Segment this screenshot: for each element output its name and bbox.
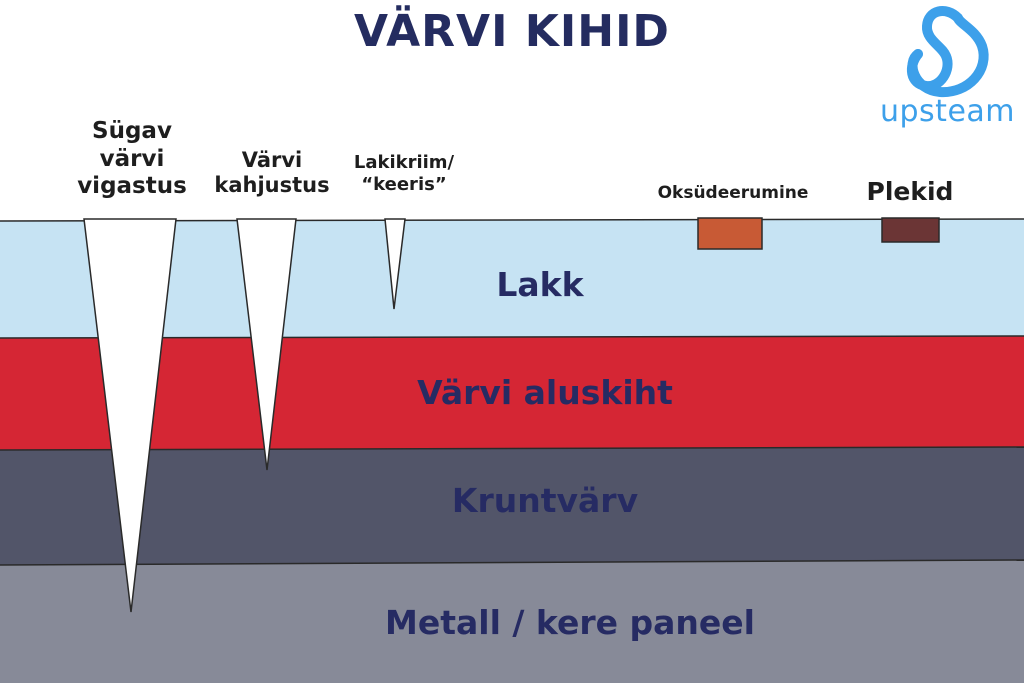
brand-name: upsteam	[880, 94, 1016, 129]
clearcoat-scratch-label: Lakikriim/“keeris”	[353, 152, 455, 195]
paint-damage-notch	[236, 218, 297, 471]
deep-defect-notch	[83, 218, 177, 613]
layer-label-metal: Metall / kere paneel	[385, 603, 755, 642]
paint-damage-label: Värvi kahjustus	[214, 148, 330, 198]
oxidation-label: Oksüdeerumine	[657, 183, 809, 203]
layer-label-primer: Kruntvärv	[451, 481, 639, 520]
clearcoat-scratch-notch	[384, 218, 406, 310]
spots-mark	[881, 217, 940, 243]
page-title: VÄRVI KIHID	[354, 6, 670, 57]
layer-primer	[0, 447, 1024, 565]
layer-label-clearcoat: Lakk	[496, 265, 584, 304]
spots-label: Plekid	[866, 177, 954, 206]
deep-defect-label: Sügav värvi vigastus	[77, 118, 187, 200]
oxidation-mark	[697, 217, 763, 250]
layer-metal	[0, 560, 1024, 683]
layer-label-basecoat: Värvi aluskiht	[417, 373, 673, 412]
s-loop-logo-icon	[906, 6, 989, 98]
